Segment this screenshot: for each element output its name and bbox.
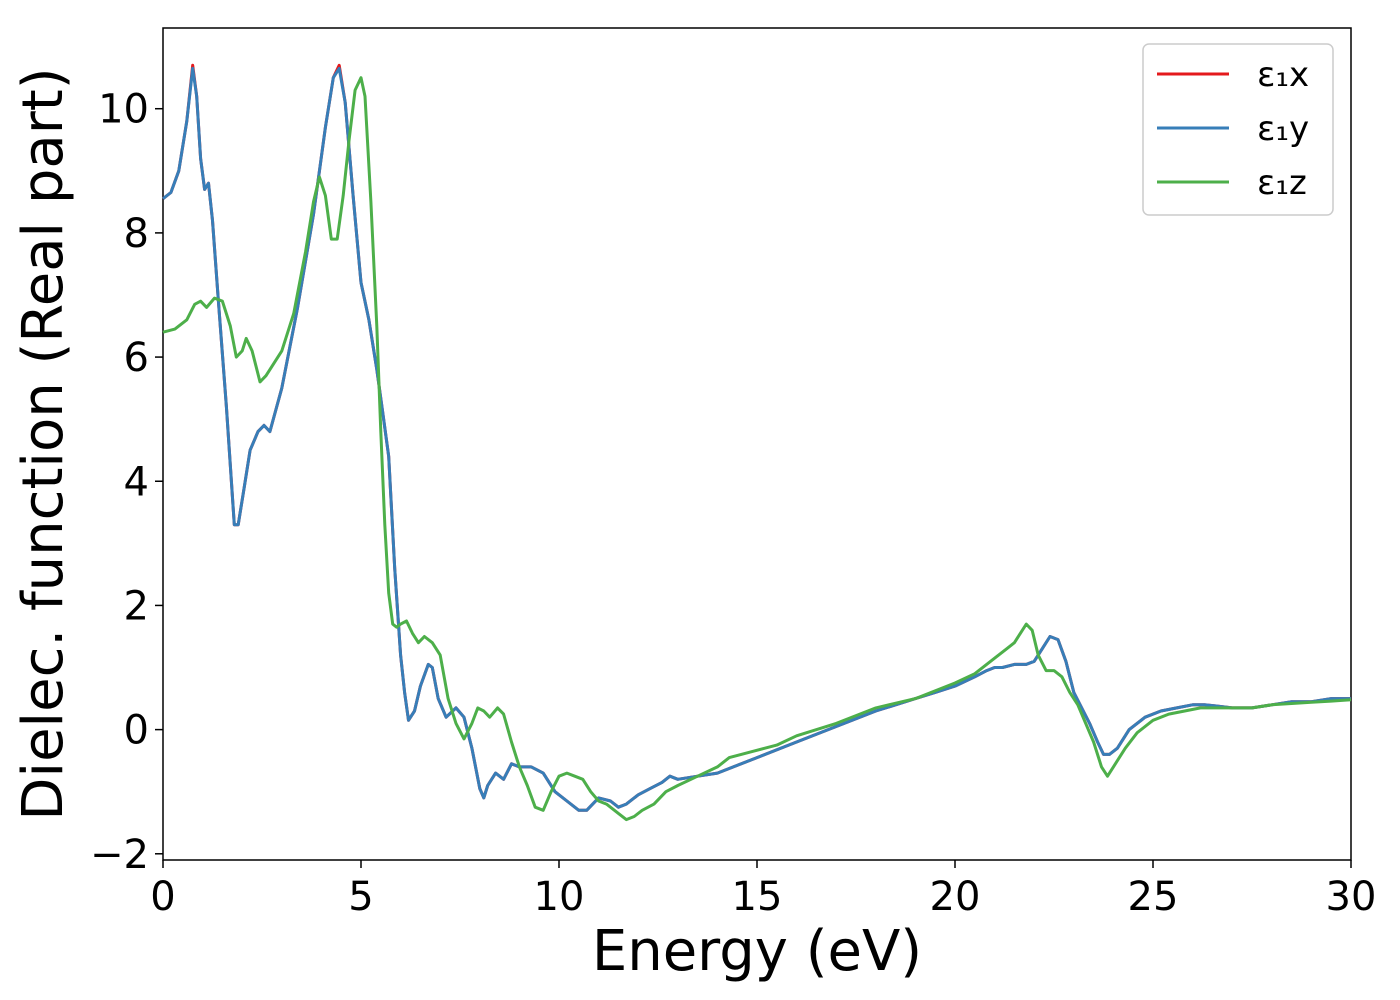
x-tick-label: 20 [930,874,981,920]
y-tick-label: 6 [124,335,149,381]
x-tick-label: 15 [732,874,783,920]
y-tick-label: 4 [124,459,149,505]
y-axis-label: Dielec. function (Real part) [11,67,76,820]
y-axis: −2 0 2 4 6 8 10 [90,87,163,878]
legend-label-1: ε₁x [1257,55,1309,95]
series-line-2 [162,66,1351,812]
x-tick-label: 25 [1128,874,1179,920]
y-tick-label: 0 [124,708,149,754]
y-tick-label: 2 [124,583,149,629]
legend-label-3: ε₁z [1257,163,1307,203]
x-tick-label: 30 [1326,874,1377,920]
legend-label-2: ε₁y [1257,109,1309,149]
legend-frame [1142,43,1334,216]
x-tick-label: 0 [150,874,175,920]
x-tick-label: 10 [534,874,585,920]
series-layer [162,63,1352,822]
x-axis: 0 5 10 15 20 25 30 [150,860,1376,920]
series-line-3 [162,76,1352,822]
y-tick-label: 10 [98,87,149,133]
legend: ε₁x ε₁y ε₁z [1142,43,1334,216]
y-tick-label: −2 [90,832,149,878]
x-axis-label: Energy (eV) [592,919,922,984]
x-tick-label: 5 [348,874,373,920]
y-tick-label: 8 [124,211,149,257]
